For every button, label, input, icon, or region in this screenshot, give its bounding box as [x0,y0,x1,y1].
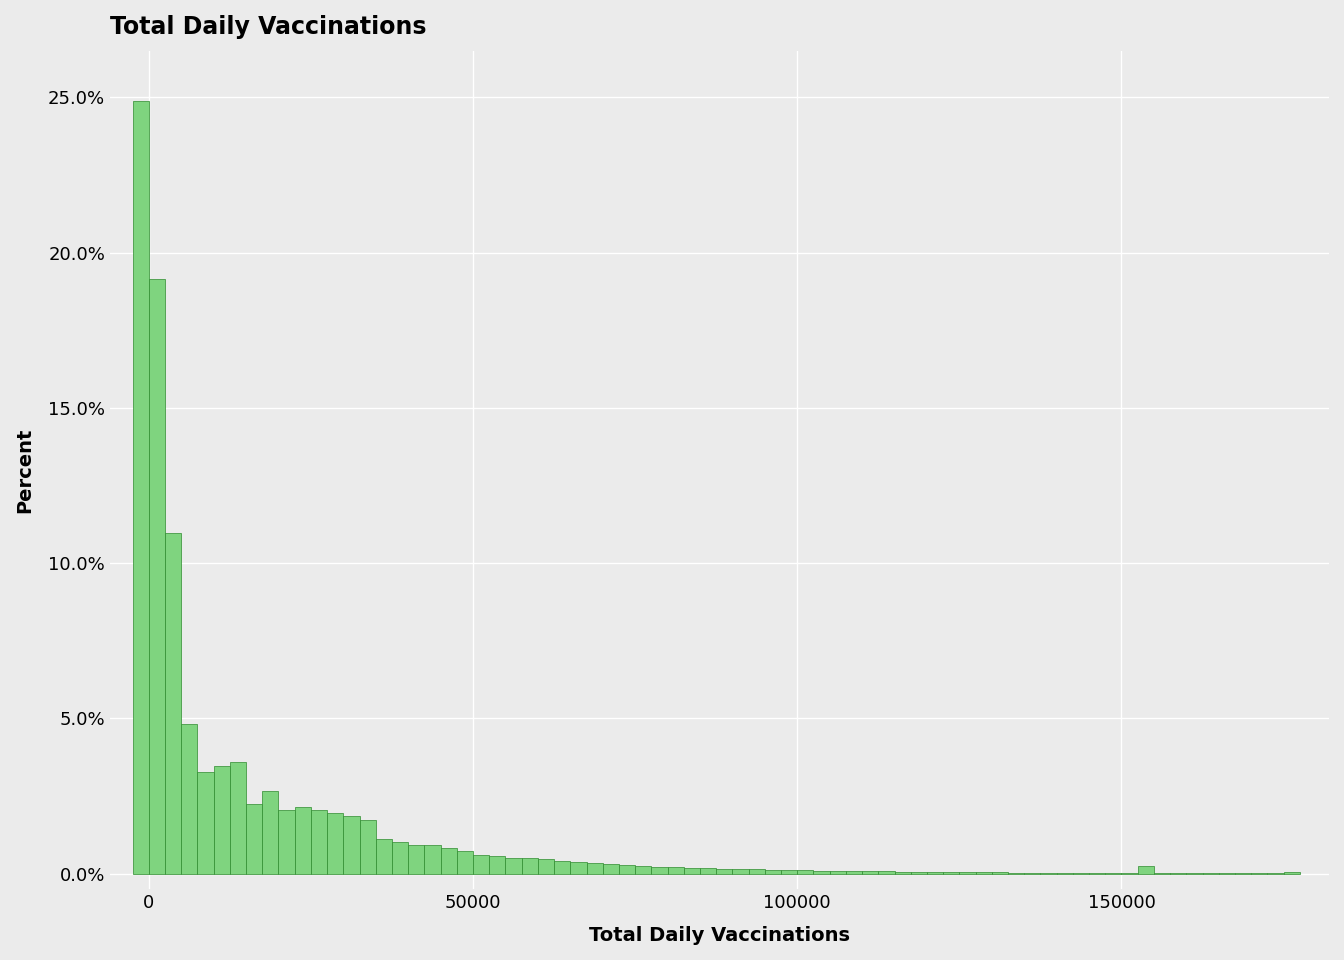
Bar [992,873,1008,874]
Bar [620,865,636,874]
Bar [570,862,586,874]
Bar [343,816,360,874]
Bar [765,870,781,874]
Text: Total Daily Vaccinations: Total Daily Vaccinations [110,15,426,39]
Bar [133,101,149,874]
Bar [360,820,376,874]
Bar [862,871,879,874]
Bar [797,870,813,874]
Bar [943,872,960,874]
Bar [960,873,976,874]
Bar [845,871,862,874]
Y-axis label: Percent: Percent [15,427,34,513]
Bar [246,804,262,874]
Bar [198,772,214,874]
Bar [781,870,797,874]
Bar [586,863,602,874]
Bar [214,765,230,874]
Bar [1284,872,1300,874]
Bar [813,871,829,874]
Bar [976,873,992,874]
Bar [409,845,425,874]
Bar [230,762,246,874]
Bar [327,813,343,874]
Bar [911,872,927,874]
Bar [149,279,165,874]
Bar [392,842,409,874]
Bar [636,866,652,874]
Bar [732,869,749,874]
Bar [457,852,473,874]
Bar [602,864,620,874]
Bar [652,867,668,874]
Bar [181,724,198,874]
Bar [895,872,911,874]
Bar [489,856,505,874]
Bar [441,849,457,874]
Bar [310,810,327,874]
Bar [700,868,716,874]
Bar [262,791,278,874]
Bar [879,872,895,874]
Bar [278,810,294,874]
Bar [425,845,441,874]
Bar [927,872,943,874]
Bar [376,839,392,874]
Bar [829,871,845,874]
Bar [1138,866,1154,874]
Bar [684,868,700,874]
Bar [716,869,732,874]
Bar [473,854,489,874]
Bar [554,861,570,874]
Bar [521,858,538,874]
Bar [505,858,521,874]
X-axis label: Total Daily Vaccinations: Total Daily Vaccinations [589,926,849,945]
Bar [749,869,765,874]
Bar [294,807,310,874]
Bar [668,868,684,874]
Bar [165,534,181,874]
Bar [538,859,554,874]
